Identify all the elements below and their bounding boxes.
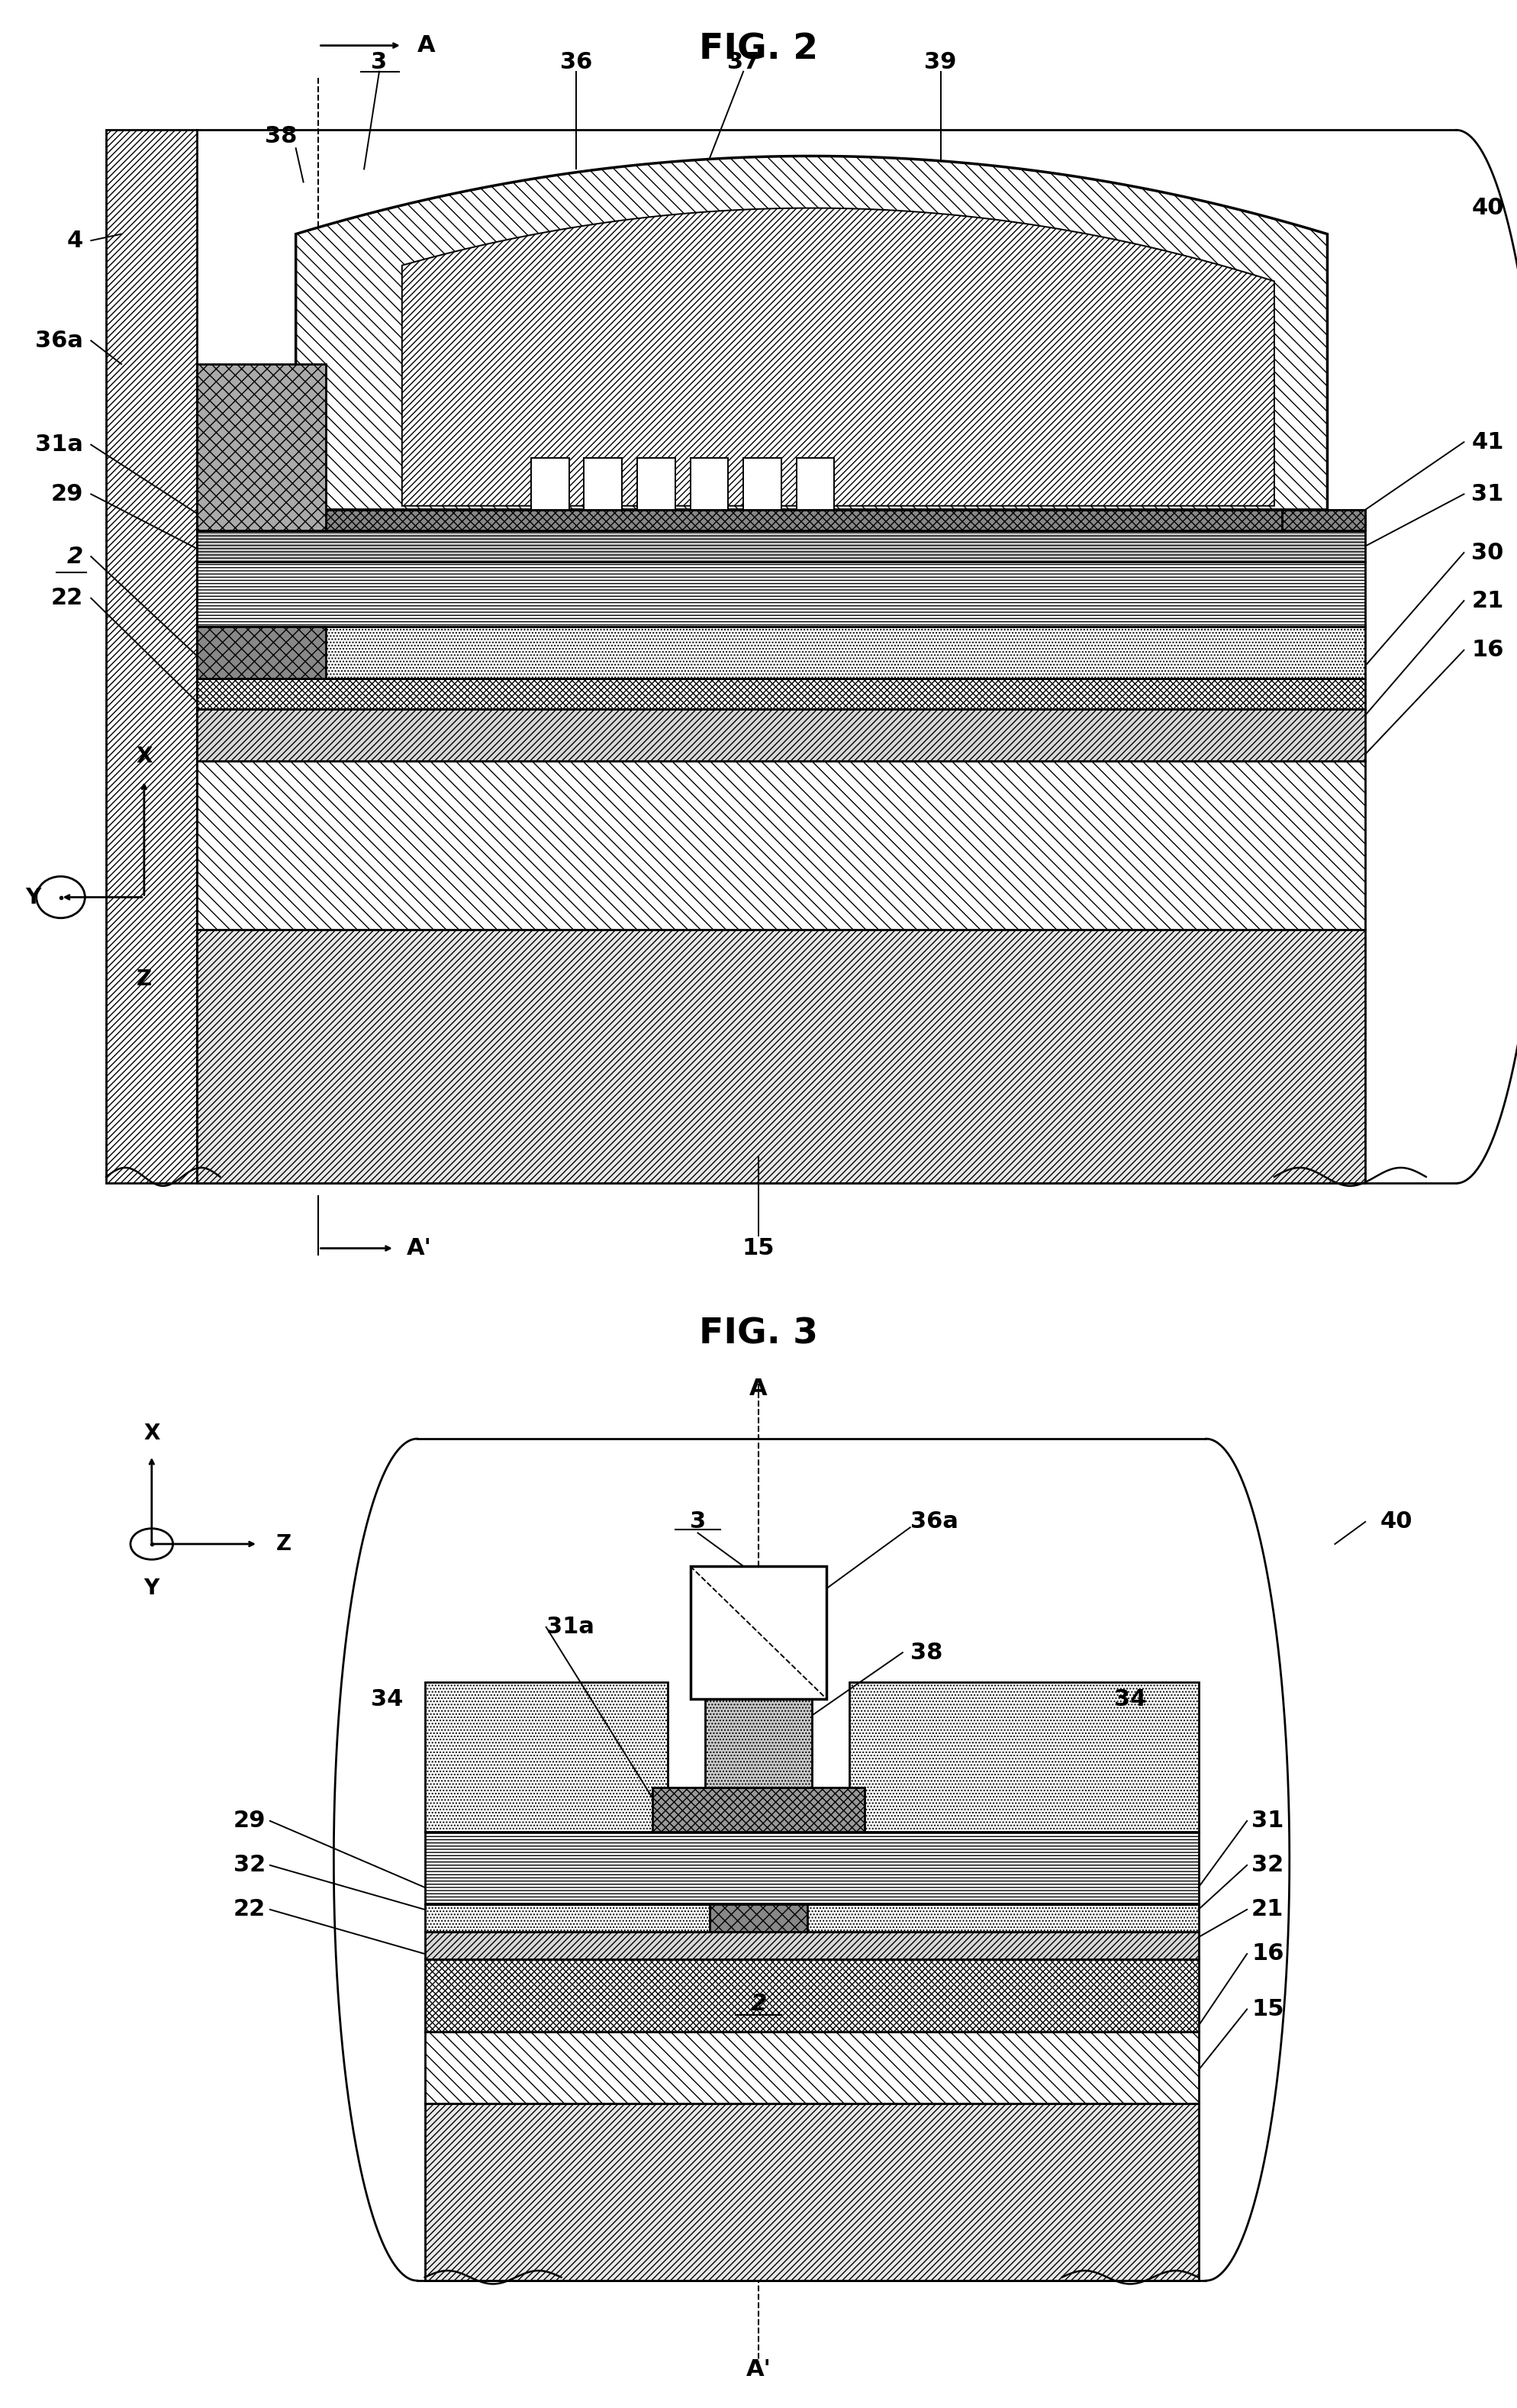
Bar [850,1683,1198,1832]
Bar [197,708,1365,761]
Bar [425,1905,1198,1931]
Text: 3: 3 [372,51,387,75]
Bar [1282,510,1365,530]
Bar [197,510,1365,530]
Text: Y: Y [144,1577,159,1599]
Bar [106,130,197,1182]
Text: 22: 22 [234,1898,265,1922]
Text: 29: 29 [234,1811,265,1832]
Bar [197,626,326,679]
Text: 39: 39 [924,51,957,75]
Text: 36: 36 [560,51,593,75]
Polygon shape [402,207,1274,506]
Bar [425,1931,1198,1960]
Bar [690,1565,827,1700]
Text: 2: 2 [751,1994,766,2015]
Text: 16: 16 [1471,638,1503,662]
Bar [197,530,1365,561]
Text: 21: 21 [1252,1898,1283,1922]
Bar [705,1700,812,1787]
Bar [796,458,834,510]
Bar [425,1832,1198,1905]
Text: A': A' [746,2357,771,2379]
Text: Y: Y [26,886,41,908]
Text: 40: 40 [1471,197,1503,219]
Polygon shape [296,157,1327,510]
Text: 21: 21 [1471,590,1503,612]
Bar [690,458,728,510]
Text: 31: 31 [1471,484,1503,506]
Text: 34: 34 [1113,1688,1147,1710]
Bar [710,1905,807,1931]
Bar [425,2032,1198,2105]
Bar [584,458,622,510]
Text: Z: Z [137,968,152,990]
Bar [197,626,1365,679]
Text: 34: 34 [370,1688,404,1710]
Text: A: A [417,34,435,55]
Text: 40: 40 [1380,1510,1412,1534]
Bar [637,458,675,510]
Text: FIG. 3: FIG. 3 [699,1317,818,1351]
Bar [743,458,781,510]
Bar [197,364,326,530]
Text: 29: 29 [52,484,83,506]
Text: A: A [749,1377,768,1399]
Bar [425,2105,1198,2280]
Text: 30: 30 [1471,542,1503,563]
Text: X: X [144,1423,159,1445]
Bar [531,458,569,510]
Bar [197,561,1365,626]
Text: 16: 16 [1252,1943,1283,1965]
Text: 32: 32 [1252,1854,1283,1876]
Text: 15: 15 [742,1238,775,1259]
Text: 3: 3 [690,1510,705,1534]
Bar [425,1683,667,1832]
Text: X: X [137,746,152,768]
Bar [197,929,1365,1182]
Text: Z: Z [276,1534,291,1556]
Bar [197,761,1365,929]
Text: 36a: 36a [35,330,83,352]
Text: 36a: 36a [910,1510,959,1534]
Text: 37: 37 [727,51,760,75]
Text: 31: 31 [1252,1811,1283,1832]
Text: 31a: 31a [546,1616,595,1637]
Text: 38: 38 [910,1642,942,1664]
Text: A': A' [407,1238,432,1259]
Text: 41: 41 [1471,431,1503,453]
Bar [652,1787,865,1832]
Text: 4: 4 [67,229,83,250]
Text: FIG. 2: FIG. 2 [699,31,818,67]
Bar [425,1960,1198,2032]
Text: 31a: 31a [35,433,83,455]
Text: 32: 32 [234,1854,265,1876]
Text: 15: 15 [1252,1999,1283,2020]
Text: 38: 38 [264,125,297,147]
Bar [197,679,1365,708]
Text: 2: 2 [67,547,83,568]
Text: 22: 22 [52,588,83,609]
